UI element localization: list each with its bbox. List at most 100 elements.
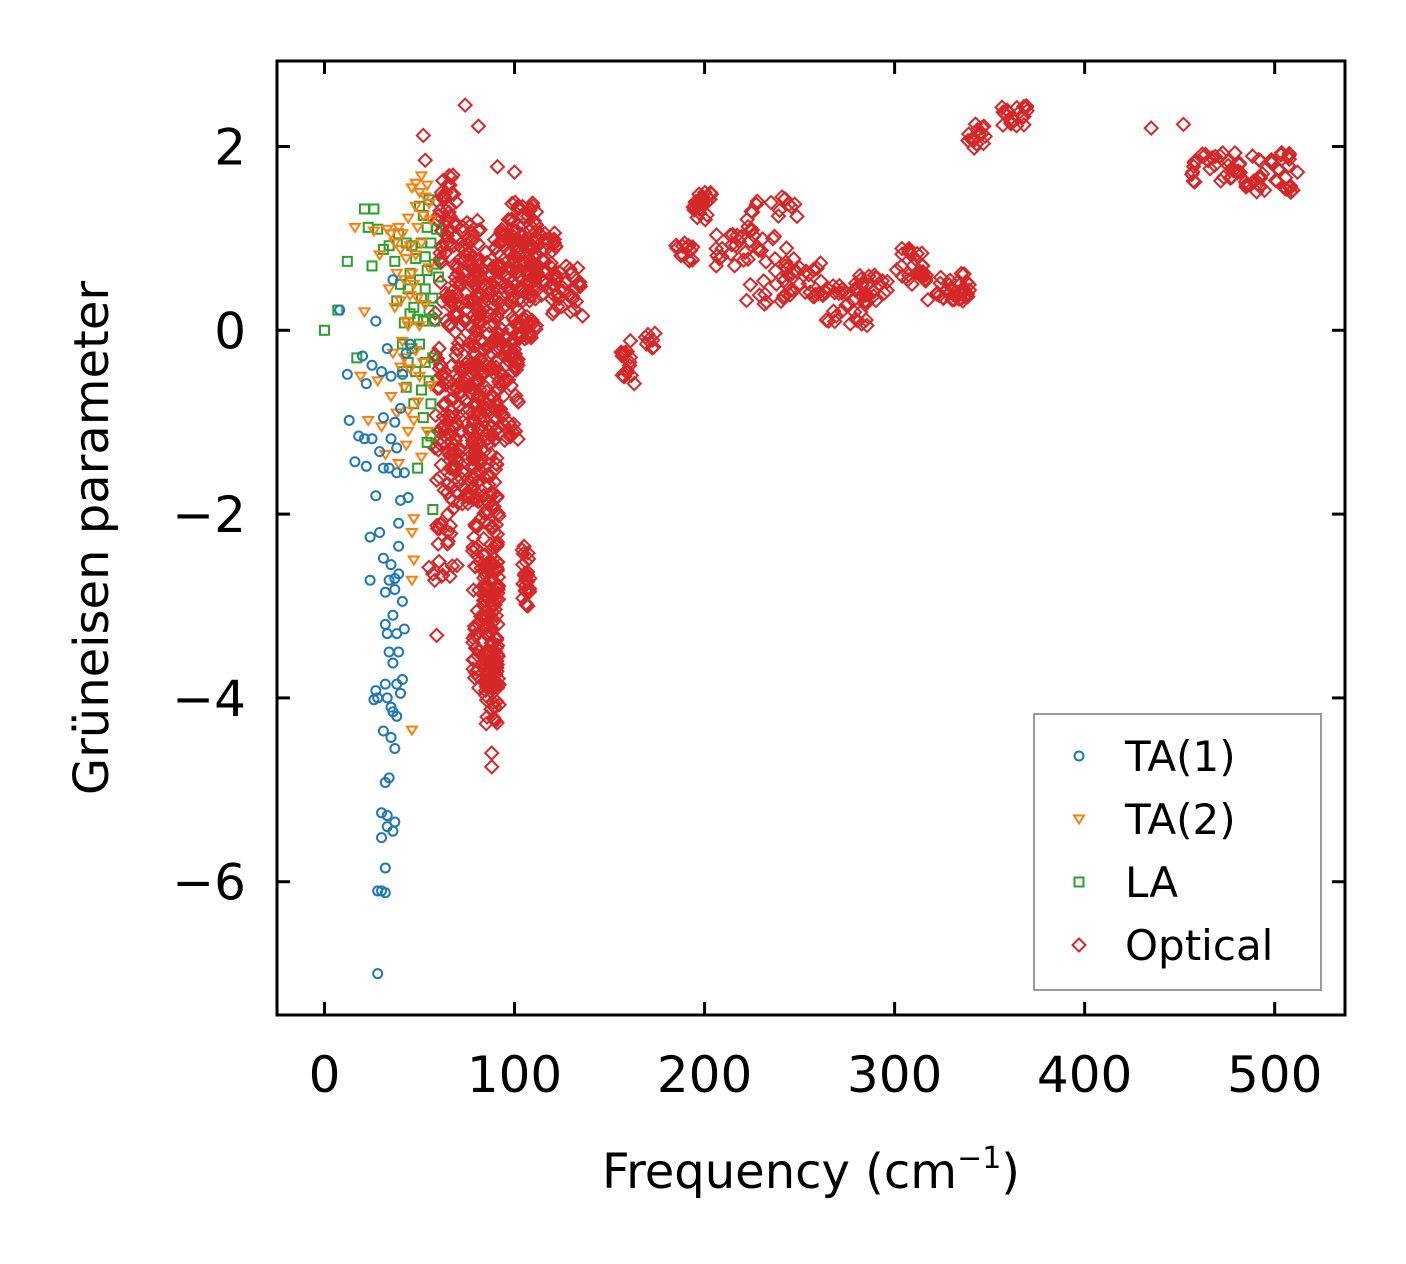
optical-point [480, 662, 497, 679]
ta-1--point [387, 657, 399, 669]
optical-point [470, 235, 486, 252]
la-point [412, 313, 424, 325]
optical-point [1183, 166, 1200, 183]
optical-point [1250, 169, 1267, 186]
optical-point [1237, 174, 1254, 190]
optical-point [483, 758, 500, 775]
optical-point [809, 260, 826, 277]
optical-point [429, 520, 446, 537]
optical-point [471, 312, 488, 329]
optical-point [519, 308, 535, 325]
la-point [427, 352, 439, 364]
ta-2--point [393, 362, 408, 374]
optical-point [702, 184, 719, 201]
la-point [425, 398, 437, 410]
optical-point [697, 211, 714, 228]
ta-1--point [364, 574, 376, 586]
optical-point [489, 158, 506, 175]
optical-point [1008, 117, 1025, 134]
ta-2--point [388, 238, 402, 250]
optical-point [486, 431, 503, 448]
optical-point [442, 490, 459, 506]
optical-point [482, 445, 499, 462]
ta-2--point [399, 440, 414, 452]
optical-point [535, 271, 551, 288]
optical-point [959, 274, 975, 290]
optical-point [490, 670, 507, 687]
optical-point [499, 225, 515, 242]
optical-point [415, 127, 432, 144]
la-point [419, 283, 431, 295]
ta-1--point [357, 350, 369, 362]
optical-point [457, 242, 474, 259]
ta-1--point [389, 416, 401, 428]
optical-point [520, 222, 537, 239]
optical-point [959, 286, 976, 302]
optical-point [969, 121, 986, 138]
optical-point [1002, 114, 1019, 130]
optical-point [449, 260, 466, 277]
optical-point [757, 286, 773, 303]
optical-point [477, 504, 494, 521]
ta-1--point [391, 442, 403, 454]
ta-1--point [389, 742, 401, 754]
ta-1--point [396, 595, 408, 607]
ta-1--point [377, 412, 389, 424]
optical-point [488, 263, 504, 280]
optical-point [463, 253, 480, 270]
ta-2--point [384, 229, 398, 241]
optical-point [432, 274, 449, 291]
ta-2--point [367, 226, 381, 238]
optical-point [527, 259, 544, 276]
optical-point [840, 295, 856, 312]
optical-point [778, 240, 795, 257]
optical-point [744, 222, 761, 238]
optical-point [820, 313, 837, 330]
optical-point [457, 285, 474, 302]
optical-point [459, 293, 475, 310]
optical-point [519, 598, 536, 614]
optical-point [486, 330, 503, 347]
ta-1--point [381, 343, 393, 355]
optical-point [469, 485, 486, 502]
optical-point [491, 272, 508, 289]
optical-point [739, 211, 756, 228]
ta-1--point [349, 456, 361, 468]
optical-point [490, 577, 506, 594]
optical-point [613, 344, 630, 361]
optical-point [509, 354, 526, 371]
optical-point [684, 252, 701, 268]
optical-point [1143, 120, 1160, 137]
optical-point [847, 311, 864, 327]
optical-point [442, 236, 459, 253]
ta-1--point [370, 315, 382, 327]
optical-point [489, 562, 506, 579]
optical-point [561, 286, 577, 303]
optical-point [846, 304, 863, 321]
ta-1--point [383, 772, 395, 784]
optical-point [946, 291, 963, 308]
optical-point [491, 676, 507, 693]
optical-point [480, 588, 496, 605]
optical-point [506, 164, 523, 181]
optical-point [791, 276, 808, 292]
optical-point [708, 227, 725, 243]
optical-point [443, 169, 460, 186]
optical-point [688, 196, 705, 213]
optical-point [919, 291, 936, 308]
optical-point [449, 557, 465, 574]
optical-point [426, 572, 443, 589]
ta-1--point [391, 710, 403, 722]
optical-point [470, 493, 487, 510]
optical-point [493, 404, 510, 421]
optical-point [507, 423, 524, 440]
optical-point [486, 612, 503, 629]
optical-point [469, 602, 486, 619]
optical-point [1282, 180, 1299, 196]
optical-point [847, 275, 864, 292]
optical-point [431, 520, 448, 537]
optical-point [477, 559, 493, 576]
ta-1--point [370, 685, 382, 697]
ta-1--point [341, 368, 353, 380]
optical-point [514, 556, 531, 573]
